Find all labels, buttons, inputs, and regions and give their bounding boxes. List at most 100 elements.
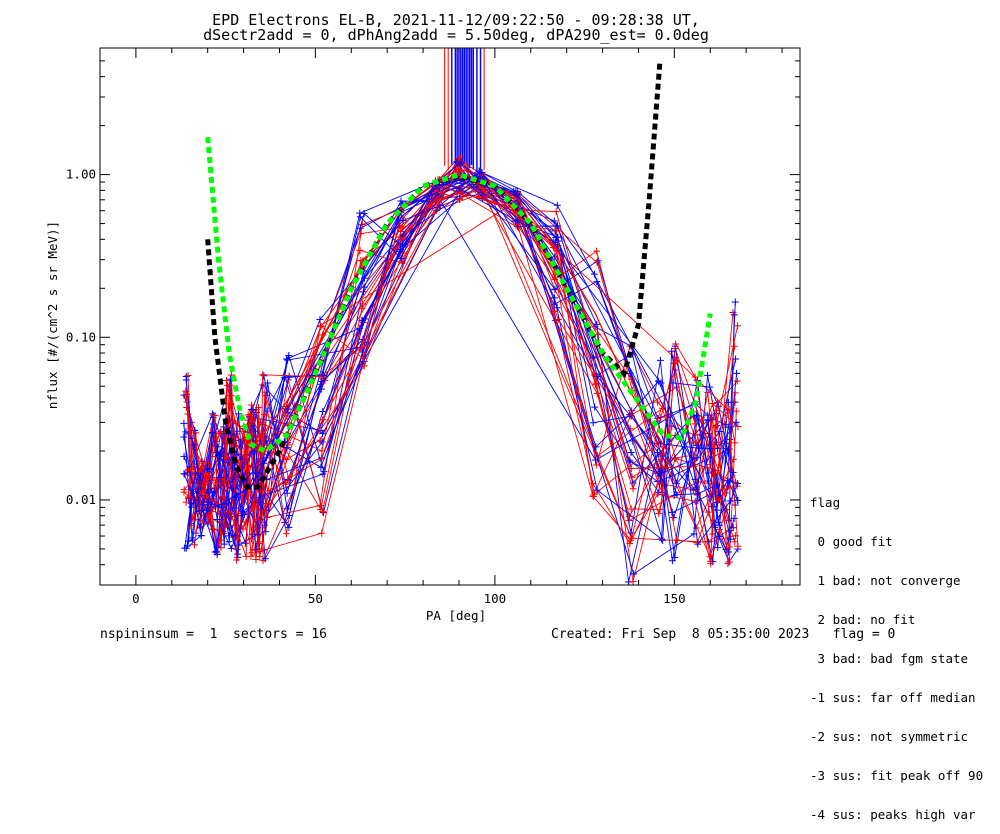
plus-marker bbox=[593, 278, 601, 286]
plus-marker bbox=[317, 322, 325, 330]
y-axis-label: nflux [#/(cm^2 s sr MeV)] bbox=[45, 221, 60, 409]
plus-marker bbox=[456, 195, 464, 203]
plus-marker bbox=[233, 442, 241, 450]
plus-marker bbox=[284, 356, 292, 364]
plus-marker bbox=[283, 444, 291, 452]
plus-marker bbox=[283, 505, 291, 513]
x-axis: 0 50 100 150 bbox=[132, 48, 783, 606]
plus-marker bbox=[729, 468, 737, 476]
spectrum-line bbox=[187, 176, 737, 544]
plus-marker bbox=[704, 416, 712, 424]
plus-marker bbox=[734, 542, 742, 550]
plus-marker bbox=[212, 484, 220, 492]
plus-marker bbox=[316, 315, 324, 323]
plus-marker bbox=[704, 388, 712, 396]
plus-marker bbox=[317, 463, 325, 471]
plus-marker bbox=[593, 259, 601, 267]
plus-marker bbox=[657, 379, 665, 387]
plus-marker bbox=[208, 428, 216, 436]
plus-marker bbox=[706, 460, 714, 468]
x-tick-label: 150 bbox=[663, 591, 686, 606]
plus-marker bbox=[204, 513, 212, 521]
plus-marker bbox=[261, 555, 269, 563]
plus-marker bbox=[657, 456, 665, 464]
series-line bbox=[205, 136, 713, 454]
plus-marker bbox=[283, 355, 291, 363]
plus-marker bbox=[190, 441, 198, 449]
plus-marker bbox=[693, 454, 701, 462]
plus-marker bbox=[456, 167, 464, 175]
plus-marker bbox=[359, 355, 367, 363]
plus-marker bbox=[694, 444, 702, 452]
spectrum-line bbox=[193, 160, 718, 532]
plus-marker bbox=[261, 507, 269, 515]
plus-marker bbox=[223, 376, 231, 384]
legend-item: 3 bad: bad fgm state bbox=[810, 651, 969, 666]
plus-marker bbox=[180, 470, 188, 478]
plus-marker bbox=[259, 371, 267, 379]
plus-marker bbox=[203, 480, 211, 488]
plus-marker bbox=[213, 551, 221, 559]
plot-frame bbox=[99, 47, 801, 586]
plus-marker bbox=[317, 455, 325, 463]
plus-marker bbox=[204, 498, 212, 506]
plus-marker bbox=[654, 490, 662, 498]
plus-marker bbox=[731, 439, 739, 447]
plus-marker bbox=[285, 372, 293, 380]
plus-marker bbox=[730, 342, 738, 350]
plus-marker bbox=[734, 423, 742, 431]
plus-marker bbox=[477, 169, 485, 177]
plus-marker bbox=[722, 546, 730, 554]
plus-marker bbox=[708, 399, 716, 407]
plus-marker bbox=[456, 188, 464, 196]
plus-marker bbox=[184, 371, 192, 379]
plus-marker bbox=[732, 407, 740, 415]
plus-marker bbox=[211, 412, 219, 420]
x-tick-label: 0 bbox=[132, 591, 140, 606]
plus-marker bbox=[262, 528, 270, 536]
plus-marker bbox=[716, 428, 724, 435]
plus-marker bbox=[234, 550, 242, 558]
plus-marker bbox=[589, 492, 597, 500]
plus-marker bbox=[553, 201, 561, 209]
plus-marker bbox=[654, 414, 662, 422]
plus-marker bbox=[668, 557, 676, 565]
plus-marker bbox=[227, 544, 235, 552]
legend-title: flag bbox=[810, 495, 841, 510]
plus-marker bbox=[227, 461, 235, 469]
plus-marker bbox=[731, 389, 739, 397]
y-axis: 0.01 0.10 1.00 bbox=[66, 47, 800, 586]
plus-marker bbox=[732, 355, 740, 363]
plus-marker bbox=[226, 381, 234, 389]
plus-marker bbox=[550, 217, 558, 225]
nflux-vs-pa-plot: 0 50 100 150 0.01 0.10 1.00 EPD Electrons EL-… bbox=[45, 11, 801, 623]
plus-marker bbox=[725, 558, 733, 566]
plus-marker bbox=[242, 552, 250, 560]
plus-marker bbox=[457, 158, 465, 166]
plus-marker bbox=[551, 294, 559, 302]
plus-marker bbox=[734, 322, 742, 330]
plus-marker bbox=[672, 340, 680, 348]
plus-marker bbox=[731, 538, 739, 546]
plus-marker bbox=[209, 525, 217, 533]
plus-marker bbox=[182, 428, 190, 436]
plus-marker bbox=[285, 511, 293, 519]
plus-marker bbox=[197, 532, 205, 540]
plus-marker bbox=[232, 504, 240, 512]
plus-marker bbox=[359, 317, 367, 325]
plus-marker bbox=[246, 411, 254, 419]
plus-marker bbox=[510, 187, 518, 195]
spectrum-line bbox=[183, 161, 734, 561]
spectrum-line bbox=[186, 157, 736, 514]
plus-marker bbox=[714, 544, 722, 552]
plus-marker bbox=[692, 485, 700, 493]
plus-marker bbox=[657, 535, 665, 543]
plus-marker bbox=[241, 539, 249, 547]
legend-item: -1 sus: far off median bbox=[810, 690, 976, 705]
legend-item: 0 good fit bbox=[810, 534, 893, 549]
plus-marker bbox=[252, 546, 260, 554]
plus-marker bbox=[248, 549, 256, 557]
plus-marker bbox=[704, 371, 712, 379]
plus-marker bbox=[550, 300, 558, 308]
plus-marker bbox=[733, 377, 741, 385]
